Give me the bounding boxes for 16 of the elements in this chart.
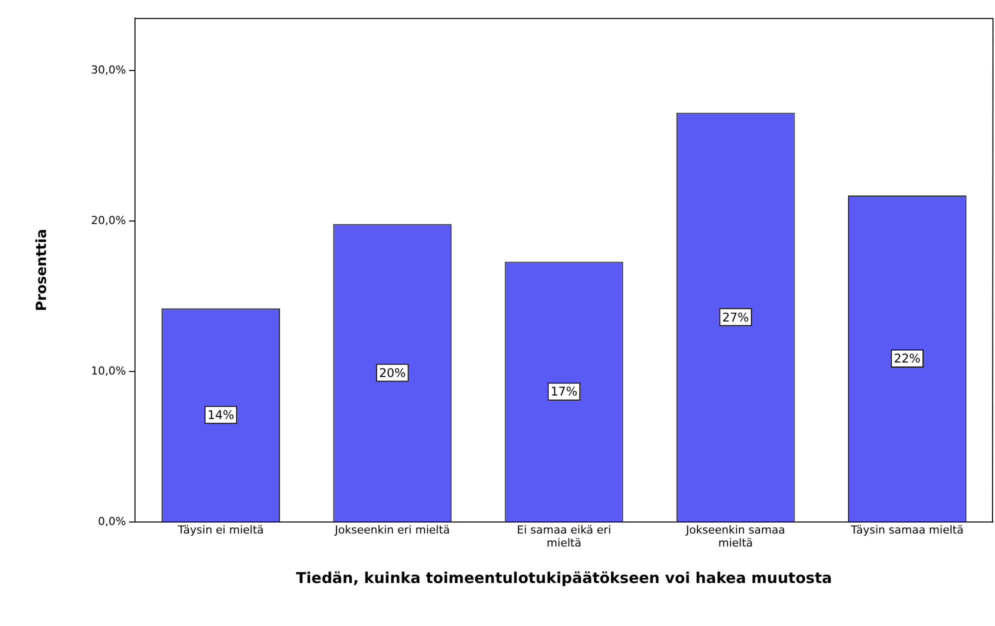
x-tick-label: Täysin samaa mieltä [850, 523, 964, 536]
data-label: 20% [379, 366, 406, 380]
data-label: 22% [894, 352, 921, 366]
x-tick-label: Täysin ei mieltä [176, 523, 264, 536]
data-label: 17% [550, 384, 578, 399]
y-tick-label: 20,0% [91, 214, 126, 227]
y-tick-label: 10,0% [91, 364, 126, 378]
x-axis-title: Tiedän, kuinka toimeentulotukipäätökseen voi hakea muutosta [296, 568, 832, 587]
y-tick-label: 0,0% [98, 514, 126, 528]
data-label: 14% [207, 408, 234, 422]
x-tick-label: Jokseenkin samaa mieltä [685, 523, 786, 550]
x-tick-label: Jokseenkin eri mieltä [334, 523, 450, 536]
y-tick-label: 30,0% [91, 64, 126, 77]
y-axis-title: Prosenttia [34, 228, 50, 312]
x-tick-label: Ei samaa eikä eri mieltä [516, 523, 612, 550]
data-label: 27% [722, 310, 749, 324]
